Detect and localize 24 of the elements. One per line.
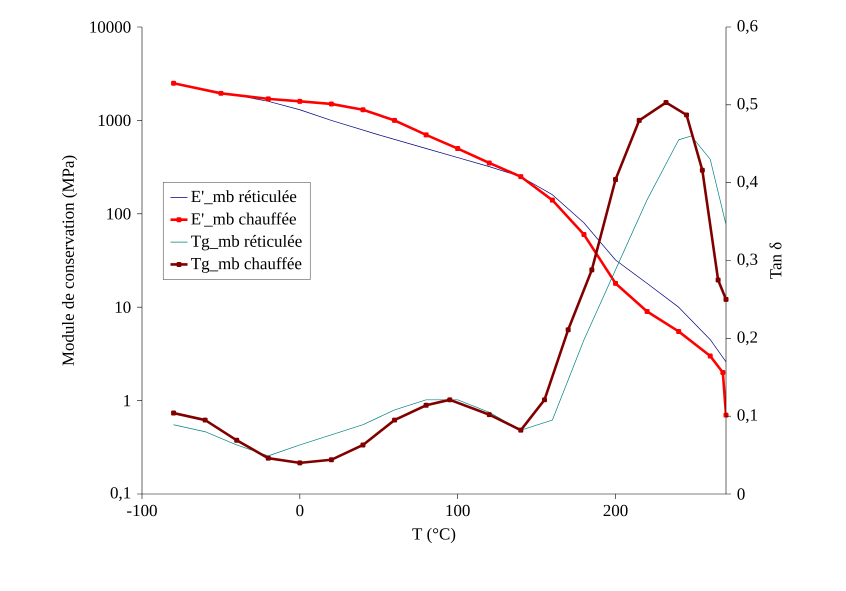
x-axis-title: T (°C) xyxy=(412,528,456,544)
y-tick-label: 1000 xyxy=(98,114,131,126)
y2-tick-label: 0,5 xyxy=(737,98,758,112)
y-tick-label: 10000 xyxy=(90,21,131,33)
y-tick-label: 100 xyxy=(107,208,131,220)
y-tick-label: 1 xyxy=(124,395,130,406)
y-tick-label: 10 xyxy=(116,301,131,313)
x-tick-label: -100 xyxy=(127,504,157,516)
y2-tick-label: 0,2 xyxy=(737,331,758,346)
y-tick-label: 0,1 xyxy=(110,487,130,501)
y2-tick-label: 0,4 xyxy=(737,176,758,190)
legend-label: Tg_mb réticulée xyxy=(191,234,302,250)
y2-tick-label: 0,6 xyxy=(737,20,758,34)
x-tick-label: 0 xyxy=(296,504,304,516)
y2-axis-title: Tan δ xyxy=(770,242,782,279)
legend-label: E'_mb chauffée xyxy=(191,212,296,227)
y2-tick-label: 0,1 xyxy=(737,409,757,424)
y2-tick-label: 0,3 xyxy=(737,254,758,268)
y-axis-title: Module de conservation (MPa) xyxy=(62,156,78,366)
x-tick-label: 100 xyxy=(446,504,470,516)
legend-label: E'_mb réticulée xyxy=(191,190,296,204)
x-tick-label: 200 xyxy=(604,504,628,516)
y2-tick-label: 0 xyxy=(737,488,745,500)
legend-label: Tg_mb chauffée xyxy=(191,257,302,273)
